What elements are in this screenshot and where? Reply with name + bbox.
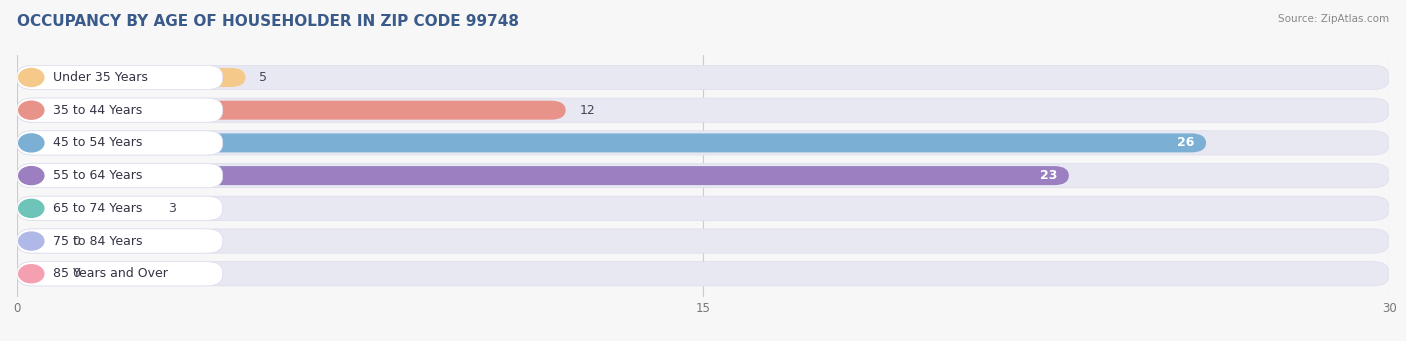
FancyBboxPatch shape	[17, 262, 1389, 286]
Circle shape	[18, 134, 44, 152]
Text: 65 to 74 Years: 65 to 74 Years	[52, 202, 142, 215]
FancyBboxPatch shape	[17, 264, 58, 283]
FancyBboxPatch shape	[17, 262, 222, 286]
FancyBboxPatch shape	[17, 131, 1389, 155]
FancyBboxPatch shape	[17, 65, 1389, 90]
FancyBboxPatch shape	[17, 164, 222, 188]
Text: 12: 12	[579, 104, 595, 117]
FancyBboxPatch shape	[17, 101, 565, 120]
Circle shape	[18, 101, 44, 119]
Text: 26: 26	[1177, 136, 1195, 149]
FancyBboxPatch shape	[17, 196, 222, 220]
FancyBboxPatch shape	[17, 229, 1389, 253]
Text: 0: 0	[72, 235, 80, 248]
Text: 75 to 84 Years: 75 to 84 Years	[52, 235, 142, 248]
Text: 5: 5	[259, 71, 267, 84]
Circle shape	[18, 232, 44, 250]
Circle shape	[18, 265, 44, 283]
FancyBboxPatch shape	[17, 199, 155, 218]
Text: Source: ZipAtlas.com: Source: ZipAtlas.com	[1278, 14, 1389, 24]
Text: 23: 23	[1040, 169, 1057, 182]
FancyBboxPatch shape	[17, 131, 222, 155]
FancyBboxPatch shape	[17, 133, 1206, 152]
Text: OCCUPANCY BY AGE OF HOUSEHOLDER IN ZIP CODE 99748: OCCUPANCY BY AGE OF HOUSEHOLDER IN ZIP C…	[17, 14, 519, 29]
Text: Under 35 Years: Under 35 Years	[52, 71, 148, 84]
Circle shape	[18, 167, 44, 184]
Text: 85 Years and Over: 85 Years and Over	[52, 267, 167, 280]
FancyBboxPatch shape	[17, 98, 222, 122]
Circle shape	[18, 199, 44, 217]
FancyBboxPatch shape	[17, 229, 222, 253]
FancyBboxPatch shape	[17, 65, 222, 90]
FancyBboxPatch shape	[17, 164, 1389, 188]
Circle shape	[18, 69, 44, 87]
FancyBboxPatch shape	[17, 68, 246, 87]
Text: 0: 0	[72, 267, 80, 280]
FancyBboxPatch shape	[17, 98, 1389, 122]
Text: 45 to 54 Years: 45 to 54 Years	[52, 136, 142, 149]
FancyBboxPatch shape	[17, 232, 58, 251]
Text: 35 to 44 Years: 35 to 44 Years	[52, 104, 142, 117]
FancyBboxPatch shape	[17, 166, 1069, 185]
Text: 3: 3	[167, 202, 176, 215]
FancyBboxPatch shape	[17, 196, 1389, 220]
Text: 55 to 64 Years: 55 to 64 Years	[52, 169, 142, 182]
